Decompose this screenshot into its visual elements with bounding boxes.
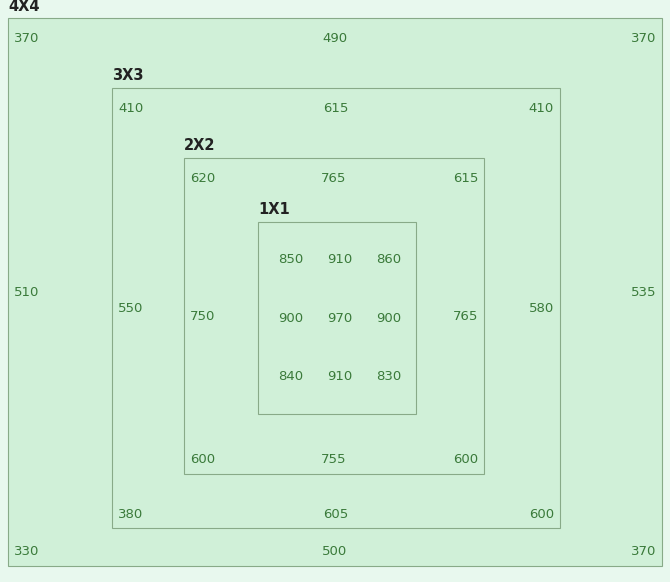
Text: 510: 510 bbox=[14, 286, 40, 299]
Text: 410: 410 bbox=[529, 102, 554, 115]
Text: 615: 615 bbox=[453, 172, 478, 185]
Text: 830: 830 bbox=[376, 370, 401, 383]
Text: 600: 600 bbox=[529, 508, 554, 521]
Text: 600: 600 bbox=[190, 453, 215, 466]
Text: 765: 765 bbox=[453, 310, 478, 322]
Text: 380: 380 bbox=[118, 508, 143, 521]
Bar bbox=[184, 158, 484, 474]
Text: 500: 500 bbox=[322, 545, 348, 558]
Bar bbox=[112, 88, 560, 528]
Text: 850: 850 bbox=[279, 253, 304, 266]
Text: 755: 755 bbox=[321, 453, 347, 466]
Text: 2X2: 2X2 bbox=[184, 138, 216, 153]
Text: 605: 605 bbox=[324, 508, 348, 521]
Text: 580: 580 bbox=[529, 301, 554, 314]
Text: 550: 550 bbox=[118, 301, 143, 314]
Text: 370: 370 bbox=[14, 32, 40, 45]
Text: 750: 750 bbox=[190, 310, 215, 322]
Text: 970: 970 bbox=[327, 311, 352, 325]
Text: 765: 765 bbox=[322, 172, 346, 185]
Text: 900: 900 bbox=[376, 311, 401, 325]
Text: 900: 900 bbox=[279, 311, 304, 325]
Text: 615: 615 bbox=[324, 102, 348, 115]
Text: 910: 910 bbox=[327, 253, 352, 266]
Text: 860: 860 bbox=[376, 253, 401, 266]
Text: 410: 410 bbox=[118, 102, 143, 115]
Text: 3X3: 3X3 bbox=[112, 68, 143, 83]
Text: 4X4: 4X4 bbox=[8, 0, 40, 14]
Text: 620: 620 bbox=[190, 172, 215, 185]
Text: 600: 600 bbox=[453, 453, 478, 466]
Text: 840: 840 bbox=[279, 370, 304, 383]
Text: 535: 535 bbox=[630, 286, 656, 299]
Text: 370: 370 bbox=[630, 32, 656, 45]
Text: 490: 490 bbox=[322, 32, 348, 45]
Text: 370: 370 bbox=[630, 545, 656, 558]
Text: 1X1: 1X1 bbox=[258, 202, 289, 217]
Bar bbox=[258, 222, 416, 414]
Text: 330: 330 bbox=[14, 545, 40, 558]
Text: 910: 910 bbox=[327, 370, 352, 383]
